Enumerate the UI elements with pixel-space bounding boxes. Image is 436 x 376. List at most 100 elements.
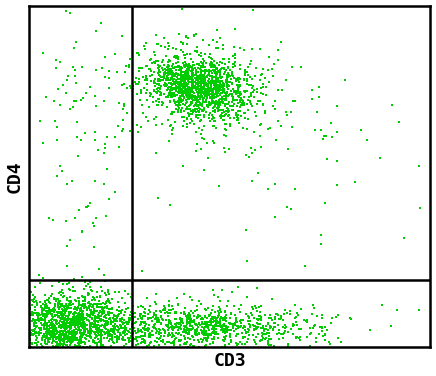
- Point: [157, 335, 164, 341]
- Point: [186, 317, 193, 323]
- Point: [193, 68, 200, 74]
- Point: [140, 303, 146, 309]
- Point: [180, 73, 187, 79]
- Point: [178, 99, 185, 105]
- Point: [222, 121, 229, 127]
- Point: [163, 323, 170, 329]
- Point: [124, 321, 131, 327]
- Point: [166, 63, 173, 69]
- Point: [213, 323, 220, 329]
- Point: [123, 110, 130, 116]
- Point: [109, 320, 116, 326]
- Point: [222, 328, 229, 334]
- Point: [187, 319, 194, 325]
- Point: [68, 319, 75, 325]
- Point: [59, 287, 66, 293]
- Point: [61, 325, 68, 331]
- Point: [182, 100, 189, 106]
- Point: [171, 73, 178, 79]
- Point: [200, 68, 207, 74]
- Point: [55, 309, 62, 315]
- Point: [68, 334, 75, 340]
- Point: [206, 69, 213, 75]
- Point: [95, 332, 102, 338]
- Point: [127, 294, 134, 300]
- Point: [34, 341, 41, 347]
- Point: [196, 73, 203, 79]
- Point: [191, 313, 198, 319]
- Point: [49, 314, 56, 320]
- Point: [196, 61, 203, 67]
- Point: [250, 94, 257, 100]
- Point: [72, 320, 78, 326]
- Point: [213, 320, 220, 326]
- Point: [107, 310, 114, 316]
- Point: [102, 304, 109, 310]
- Point: [176, 64, 183, 70]
- Point: [67, 309, 74, 315]
- Point: [220, 56, 227, 62]
- Point: [185, 85, 192, 91]
- Point: [119, 128, 126, 134]
- Point: [161, 82, 168, 88]
- Point: [218, 323, 225, 329]
- Point: [86, 307, 93, 313]
- Point: [363, 137, 370, 143]
- Point: [47, 330, 54, 336]
- Point: [203, 73, 210, 79]
- Point: [185, 110, 192, 116]
- Point: [96, 310, 103, 316]
- Point: [179, 49, 186, 55]
- Point: [76, 310, 83, 316]
- Point: [169, 323, 176, 329]
- Point: [189, 66, 196, 72]
- Point: [203, 109, 210, 115]
- Point: [76, 343, 83, 349]
- Point: [209, 114, 216, 120]
- Point: [152, 301, 159, 307]
- Point: [215, 82, 222, 88]
- Point: [54, 321, 61, 327]
- Point: [226, 320, 233, 326]
- Point: [58, 303, 65, 309]
- Point: [143, 343, 150, 349]
- Point: [210, 64, 217, 70]
- Point: [84, 317, 91, 323]
- Point: [52, 334, 59, 340]
- Point: [191, 321, 198, 327]
- Point: [175, 98, 182, 104]
- Point: [195, 86, 202, 92]
- Point: [207, 68, 214, 74]
- Point: [240, 334, 247, 340]
- Point: [186, 65, 193, 71]
- Point: [223, 77, 230, 83]
- Point: [153, 32, 160, 38]
- Point: [155, 41, 162, 47]
- Point: [182, 77, 189, 83]
- Point: [170, 79, 177, 85]
- Point: [46, 335, 53, 341]
- Point: [135, 329, 142, 335]
- Point: [204, 338, 211, 344]
- Point: [53, 331, 60, 337]
- Point: [193, 80, 200, 86]
- Point: [139, 65, 146, 71]
- Point: [229, 80, 236, 86]
- Point: [204, 92, 211, 98]
- Point: [121, 332, 128, 338]
- Point: [187, 85, 194, 91]
- Point: [176, 105, 183, 111]
- Point: [198, 80, 205, 86]
- Point: [166, 57, 173, 63]
- Point: [132, 81, 139, 87]
- Point: [48, 317, 55, 323]
- Point: [59, 330, 66, 336]
- Point: [144, 316, 151, 322]
- Point: [179, 93, 186, 99]
- Point: [51, 317, 58, 323]
- Point: [67, 299, 74, 305]
- Point: [167, 90, 174, 96]
- Point: [136, 65, 143, 71]
- Point: [93, 308, 100, 314]
- Point: [82, 321, 89, 327]
